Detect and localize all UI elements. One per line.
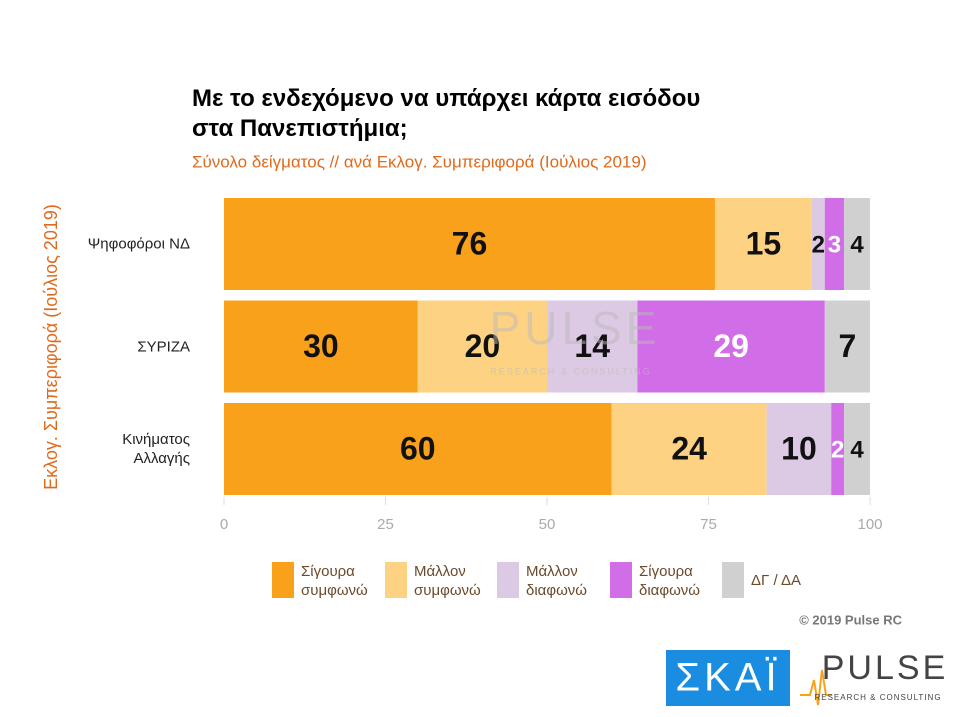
legend-swatch [385,562,407,598]
x-tick-label: 25 [377,516,394,533]
legend-swatch [722,562,744,598]
bar-segment [611,403,767,495]
y-tick-label: ΣΥΡΙΖΑ [137,338,190,355]
data-label: 14 [574,328,610,364]
data-label: 15 [746,225,782,261]
skai-logo [666,650,790,706]
bar-segment [831,403,845,495]
legend-swatch [610,562,632,598]
data-label: 4 [850,231,864,258]
data-label: 29 [713,328,749,364]
bar-segment [824,198,845,290]
legend-label: Σίγουρα συμφωνώ [301,563,368,599]
y-tick-label: Κινήματος Αλλαγής [122,431,190,467]
chart-subtitle: Σύνολο δείγματος // ανά Εκλογ. Συμπεριφο… [192,152,647,171]
y-tick-label: Ψηφοφόροι ΝΔ [87,235,190,253]
data-label: 4 [850,436,864,463]
copyright: © 2019 Pulse RC [799,612,902,627]
x-tick-label: 50 [539,516,556,533]
data-label: 2 [831,436,844,463]
bar-segment [547,300,638,393]
data-label: 76 [452,225,488,261]
pulse-logo-mark [800,669,832,706]
bar-segment [811,198,825,290]
bar-segment [766,403,832,495]
legend-label: ΔΓ / ΔΑ [751,572,801,589]
legend-swatch [272,562,294,598]
bar-segment [637,300,825,393]
data-label: 24 [671,430,707,466]
legend-label: Μάλλον συμφωνώ [414,563,481,599]
x-tick-label: 100 [857,516,882,533]
pulse-logo-sub: RESEARCH & CONSULTING [814,693,941,702]
chart-title: Με το ενδεχόμενο να υπάρχει κάρτα εισόδο… [192,85,700,142]
data-label: 20 [465,328,501,364]
bar-segment [224,198,715,290]
bar-segment [844,198,870,290]
data-label: 3 [828,231,841,258]
legend-label: Σίγουρα διαφωνώ [639,563,701,599]
legend-swatch [497,562,519,598]
watermark: PULSE [490,302,661,354]
bar-segment [224,403,612,495]
bar-segment [224,300,418,393]
x-tick-label: 0 [220,516,228,533]
data-label: 60 [400,430,436,466]
bar-segment [417,300,547,393]
bar-segment [714,198,812,290]
x-tick-label: 75 [700,516,717,533]
data-label: 2 [812,231,825,258]
legend-label: Μάλλον διαφωνώ [526,563,588,599]
data-label: 7 [838,328,856,364]
watermark-sub: RESEARCH & CONSULTING [490,366,651,376]
y-axis-label: Εκλογ. Συμπεριφορά (Ιούλιος 2019) [41,204,61,490]
data-label: 30 [303,328,339,364]
bar-segment [824,300,870,393]
bar-segment [844,403,870,495]
data-label: 10 [781,430,817,466]
skai-logo-text: ΣΚΑΪ [675,656,780,700]
pulse-logo-text: PULSE [822,649,949,687]
